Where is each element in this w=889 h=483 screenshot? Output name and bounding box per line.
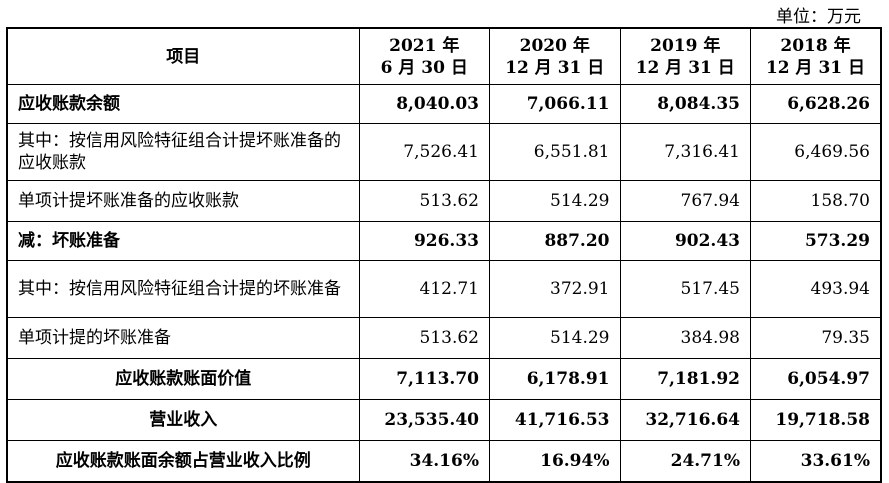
table-row: 应收账款账面价值 7,113.70 6,178.91 7,181.92 6,05… [6, 358, 882, 400]
table-row: 其中：按信用风险特征组合计提坏账准备的应收账款 7,526.41 6,551.8… [6, 123, 882, 181]
row-value: 902.43 [619, 221, 751, 261]
row-label: 营业收入 [6, 399, 360, 441]
row-value: 6,178.91 [489, 358, 621, 400]
receivables-table: 项目 2021 年 6 月 30 日 2020 年 12 月 31 日 2019… [6, 27, 882, 483]
row-value: 7,526.41 [358, 123, 490, 181]
row-value: 79.35 [750, 317, 882, 359]
row-value: 926.33 [358, 221, 490, 261]
header-col-date: 12 月 31 日 [765, 57, 866, 78]
header-col-2020: 2020 年 12 月 31 日 [489, 27, 621, 85]
row-label: 单项计提的坏账准备 [6, 317, 360, 359]
header-col-year: 2019 年 [650, 35, 721, 56]
header-col-year: 2018 年 [780, 35, 851, 56]
table-row: 营业收入 23,535.40 41,716.53 32,716.64 19,71… [6, 399, 882, 441]
row-label: 减：坏账准备 [6, 221, 360, 261]
row-value: 412.71 [358, 260, 490, 318]
row-value: 6,054.97 [750, 358, 882, 400]
row-label: 应收账款余额 [6, 84, 360, 124]
row-value: 384.98 [619, 317, 751, 359]
row-value: 573.29 [750, 221, 882, 261]
row-value: 24.71% [619, 440, 751, 483]
header-col-2021: 2021 年 6 月 30 日 [358, 27, 490, 85]
row-value: 8,040.03 [358, 84, 490, 124]
row-label: 其中：按信用风险特征组合计提坏账准备的应收账款 [6, 123, 360, 181]
row-value: 493.94 [750, 260, 882, 318]
table-row: 应收账款账面余额占营业收入比例 34.16% 16.94% 24.71% 33.… [6, 440, 882, 483]
row-value: 7,181.92 [619, 358, 751, 400]
header-row: 项目 2021 年 6 月 30 日 2020 年 12 月 31 日 2019… [6, 27, 882, 85]
row-value: 514.29 [489, 180, 621, 222]
row-value: 767.94 [619, 180, 751, 222]
table-row: 减：坏账准备 926.33 887.20 902.43 573.29 [6, 221, 882, 261]
row-value: 41,716.53 [489, 399, 621, 441]
header-col-year: 2020 年 [519, 35, 590, 56]
row-value: 887.20 [489, 221, 621, 261]
row-value: 513.62 [358, 317, 490, 359]
row-value: 7,113.70 [358, 358, 490, 400]
row-value: 7,316.41 [619, 123, 751, 181]
row-value: 513.62 [358, 180, 490, 222]
row-label: 其中：按信用风险特征组合计提的坏账准备 [6, 260, 360, 318]
header-col-2018: 2018 年 12 月 31 日 [750, 27, 882, 85]
row-value: 7,066.11 [489, 84, 621, 124]
row-value: 23,535.40 [358, 399, 490, 441]
header-item: 项目 [6, 27, 360, 85]
row-value: 6,628.26 [750, 84, 882, 124]
row-value: 32,716.64 [619, 399, 751, 441]
header-col-date: 12 月 31 日 [635, 57, 735, 78]
row-value: 33.61% [750, 440, 882, 483]
table-row: 单项计提的坏账准备 513.62 514.29 384.98 79.35 [6, 317, 882, 359]
row-value: 8,084.35 [619, 84, 751, 124]
row-value: 158.70 [750, 180, 882, 222]
row-value: 34.16% [358, 440, 490, 483]
header-col-2019: 2019 年 12 月 31 日 [619, 27, 751, 85]
header-col-date: 6 月 30 日 [380, 57, 468, 78]
row-value: 16.94% [489, 440, 621, 483]
row-label: 单项计提坏账准备的应收账款 [6, 180, 360, 222]
row-value: 19,718.58 [750, 399, 882, 441]
row-value: 517.45 [619, 260, 751, 318]
row-label: 应收账款账面价值 [6, 358, 360, 400]
table-row: 应收账款余额 8,040.03 7,066.11 8,084.35 6,628.… [6, 84, 882, 124]
unit-label: 单位：万元 [776, 7, 861, 27]
table-row: 单项计提坏账准备的应收账款 513.62 514.29 767.94 158.7… [6, 180, 882, 222]
row-value: 6,551.81 [489, 123, 621, 181]
table-row: 其中：按信用风险特征组合计提的坏账准备 412.71 372.91 517.45… [6, 260, 882, 318]
row-value: 6,469.56 [750, 123, 882, 181]
header-col-year: 2021 年 [389, 35, 460, 56]
header-col-date: 12 月 31 日 [505, 57, 605, 78]
row-label: 应收账款账面余额占营业收入比例 [6, 440, 360, 483]
row-value: 514.29 [489, 317, 621, 359]
row-value: 372.91 [489, 260, 621, 318]
